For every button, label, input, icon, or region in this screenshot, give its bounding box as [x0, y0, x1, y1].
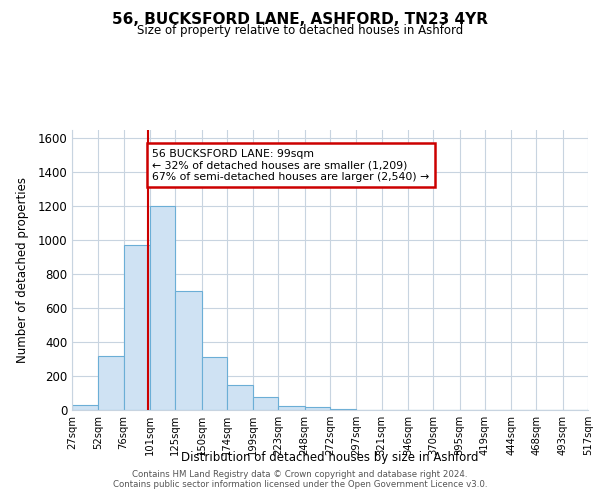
Bar [150, 206, 175, 410]
Bar [588, 408, 600, 410]
Text: Distribution of detached houses by size in Ashford: Distribution of detached houses by size … [181, 451, 479, 464]
Text: 56 BUCKSFORD LANE: 99sqm
← 32% of detached houses are smaller (1,209)
67% of sem: 56 BUCKSFORD LANE: 99sqm ← 32% of detach… [152, 148, 429, 182]
Bar [330, 409, 356, 410]
Bar [202, 358, 227, 410]
Bar [175, 291, 202, 410]
Text: 56, BUCKSFORD LANE, ASHFORD, TN23 4YR: 56, BUCKSFORD LANE, ASHFORD, TN23 4YR [112, 12, 488, 28]
Bar [98, 356, 124, 410]
Bar [253, 398, 278, 410]
Text: Size of property relative to detached houses in Ashford: Size of property relative to detached ho… [137, 24, 463, 37]
Bar [227, 384, 253, 410]
Bar [72, 405, 98, 410]
Bar [278, 406, 305, 410]
Text: Contains HM Land Registry data © Crown copyright and database right 2024.
Contai: Contains HM Land Registry data © Crown c… [113, 470, 487, 489]
Bar [124, 246, 150, 410]
Y-axis label: Number of detached properties: Number of detached properties [16, 177, 29, 363]
Bar [305, 408, 330, 410]
